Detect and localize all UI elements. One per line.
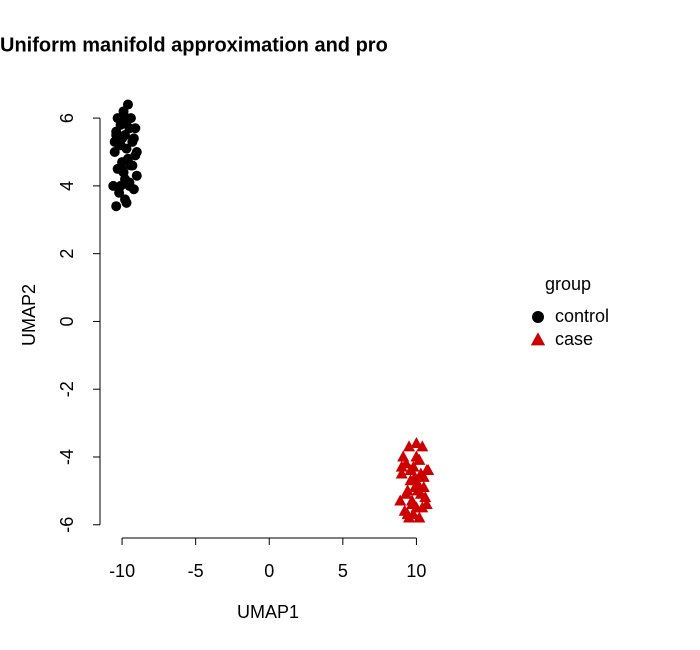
point [420,497,433,509]
point [400,487,413,499]
point [414,467,427,479]
point [395,467,408,479]
point [417,481,430,493]
point [128,133,139,144]
point [394,494,407,506]
point [111,130,122,141]
y-tick-label: 6 [57,113,77,123]
point [403,440,416,452]
x-tick-label: -10 [109,561,135,581]
point [125,113,136,124]
point [121,197,132,208]
legend-label: control [555,306,609,326]
point [131,146,142,157]
y-tick-label: 2 [57,249,77,259]
x-tick-label: 5 [338,561,348,581]
point [124,180,135,191]
point [127,160,138,171]
y-tick-label: -4 [57,449,77,465]
point [108,180,119,191]
legend-label: case [555,329,593,349]
point [131,170,142,181]
x-tick-label: 10 [406,561,426,581]
point [416,440,429,452]
legend-marker [530,332,546,346]
point [115,140,126,151]
legend-marker [532,311,544,323]
x-tick-label: -5 [188,561,204,581]
point [410,436,423,448]
point [114,187,125,198]
point [395,460,408,472]
point [411,484,424,496]
point [111,201,122,212]
point [118,106,129,117]
y-tick-label: 0 [57,316,77,326]
legend-title: group [545,274,591,294]
point [117,163,128,174]
x-axis-title: UMAP1 [237,602,299,622]
point [130,123,141,134]
y-tick-label: -6 [57,517,77,533]
x-tick-label: 0 [264,561,274,581]
point [408,470,421,482]
chart-title: Uniform manifold approximation and pro [0,34,388,56]
point [404,464,417,476]
point [410,450,423,462]
y-axis-title: UMAP2 [19,284,39,346]
point [413,511,426,523]
point [401,508,414,520]
point [419,491,432,503]
point [406,494,419,506]
point [422,464,435,476]
y-tick-label: 4 [57,181,77,191]
y-tick-label: -2 [57,381,77,397]
